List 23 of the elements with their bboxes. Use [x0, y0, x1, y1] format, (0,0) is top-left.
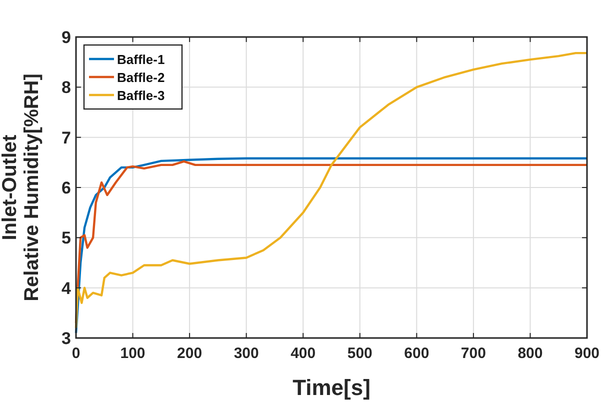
legend-label: Baffle-2	[117, 70, 165, 85]
x-tick-label: 600	[404, 345, 430, 362]
x-tick-label: 900	[574, 345, 600, 362]
x-tick-label: 0	[72, 345, 80, 362]
legend-label: Baffle-3	[117, 88, 165, 103]
y-tick-label: 6	[62, 178, 71, 198]
y-tick-label: 4	[62, 278, 72, 298]
y-axis-title: Inlet-Outlet Relative Humidity[%RH]	[0, 74, 43, 302]
x-tick-label: 300	[234, 345, 259, 362]
x-tick-label: 500	[347, 345, 372, 362]
x-tick-label: 800	[518, 345, 543, 362]
y-tick-label: 9	[62, 28, 71, 47]
x-tick-label: 700	[460, 345, 486, 362]
x-axis-title: Time[s]	[292, 375, 370, 400]
x-tick-label: 200	[177, 345, 202, 362]
x-tick-label: 100	[120, 345, 146, 362]
line-series	[74, 52, 588, 330]
y-tick-label: 3	[62, 329, 71, 348]
y-tick-label: 5	[62, 228, 71, 248]
y-tick-label: 8	[62, 78, 71, 98]
x-tick-label: 400	[290, 345, 316, 362]
legend-label: Baffle-1	[117, 52, 165, 67]
y-tick-label: 7	[62, 128, 71, 148]
